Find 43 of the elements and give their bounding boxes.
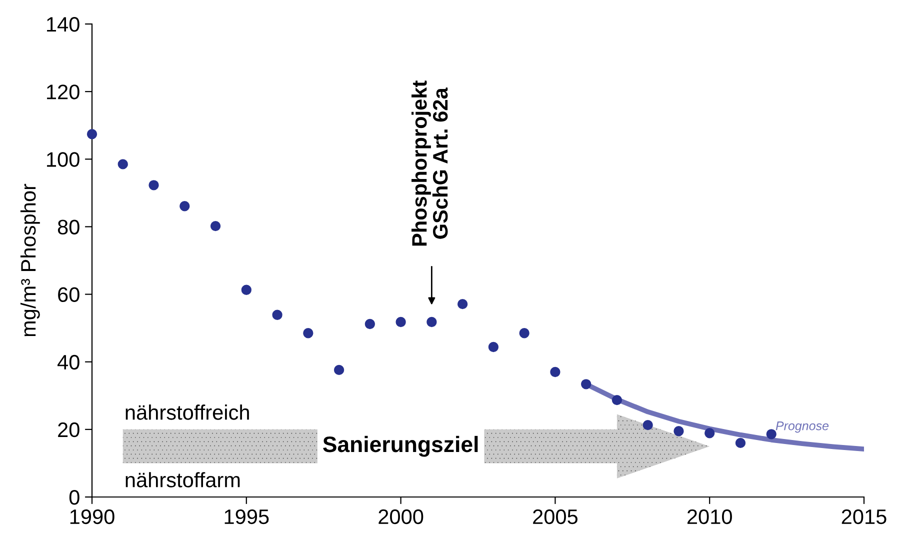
point (519, 328, 530, 338)
y-tick-label: 60 (58, 287, 80, 302)
annotation: nährstoffreich (126, 404, 249, 420)
y-axis-title: mg/m³ Phosphor (20, 184, 40, 336)
point (488, 342, 499, 352)
band-label: Sanierungsziel (323, 436, 478, 457)
annotation: Phosphorprojekt GSchG Art. 62a (412, 80, 448, 246)
point (396, 316, 406, 328)
point (766, 429, 776, 440)
point (642, 420, 653, 430)
point (272, 310, 282, 320)
point (180, 201, 190, 212)
y-tick-label: 0 (69, 490, 80, 505)
point (86, 129, 98, 140)
point (735, 438, 746, 448)
point (674, 426, 684, 436)
y-tick-label: 120 (47, 84, 80, 100)
point (364, 318, 376, 330)
x-tick-label: 2015 (842, 509, 886, 524)
x-tick-label: 2005 (533, 509, 578, 524)
point (118, 159, 128, 170)
y-tick-label: 100 (47, 152, 80, 167)
point (612, 394, 622, 406)
point (210, 220, 221, 232)
annotation: nährstoffarm (126, 472, 240, 488)
point (457, 298, 468, 310)
point (241, 284, 252, 295)
point (148, 180, 159, 190)
y-tick-label: 140 (47, 17, 80, 32)
point (303, 328, 314, 338)
point (426, 316, 437, 328)
y-tick-label: 80 (58, 220, 80, 234)
point (550, 366, 560, 378)
y-tick-label: 40 (58, 354, 80, 370)
series-label: Prognose (776, 422, 829, 433)
point (704, 428, 715, 438)
x-tick-label: 1995 (224, 509, 269, 524)
point (334, 364, 344, 376)
x-tick-label: 2000 (378, 509, 424, 524)
x-tick-label: 1990 (70, 509, 114, 524)
point (580, 379, 592, 390)
x-tick-label: 2010 (687, 509, 732, 524)
y-tick-label: 20 (58, 422, 80, 438)
